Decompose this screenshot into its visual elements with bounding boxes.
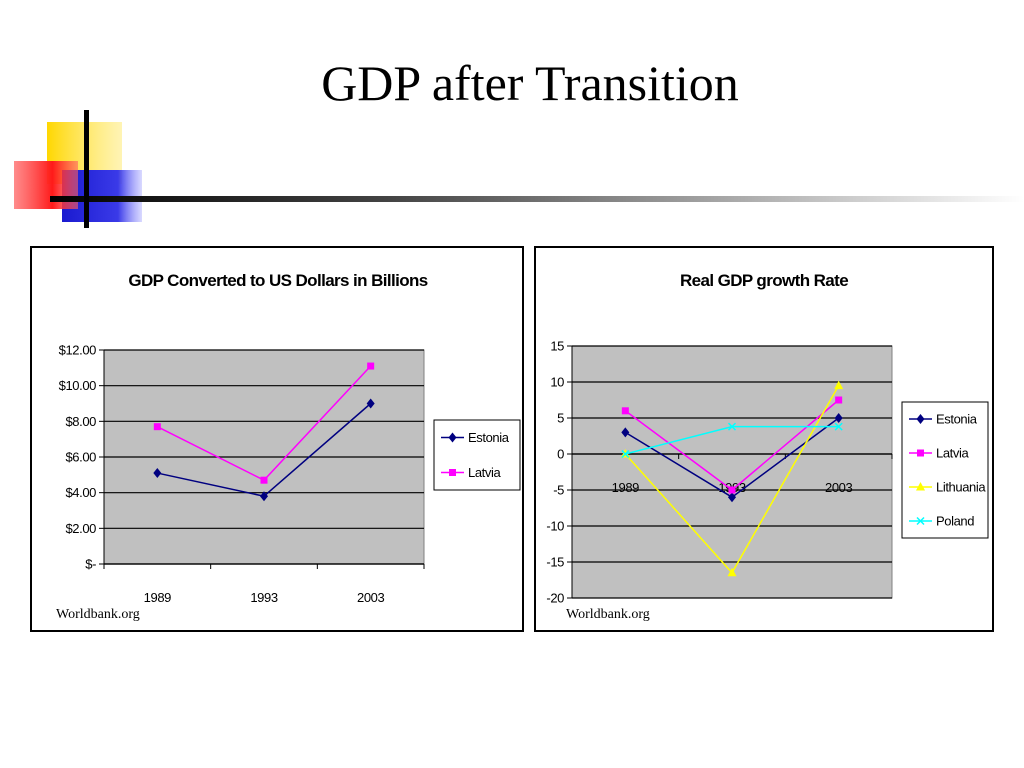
data-point <box>728 486 736 494</box>
y-tick-label: $2.00 <box>65 521 96 536</box>
y-tick-label: 10 <box>550 375 564 390</box>
y-tick-label: $8.00 <box>65 414 96 429</box>
slide-title: GDP after Transition <box>321 55 739 111</box>
x-tick-label: 1993 <box>250 590 277 605</box>
data-point <box>835 396 843 404</box>
gdp-usd-line-chart: GDP Converted to US Dollars in Billions $… <box>59 271 521 605</box>
data-point <box>153 468 162 479</box>
data-point <box>834 413 843 423</box>
data-point <box>621 407 629 415</box>
legend-label: Lithuania <box>936 480 986 495</box>
data-point <box>260 491 268 502</box>
series-markers-latvia <box>153 362 375 484</box>
y-tick-label: $- <box>85 557 96 572</box>
y-tick-label: -15 <box>546 555 564 570</box>
data-point <box>834 422 843 431</box>
legend-marker <box>917 449 924 457</box>
x-tick-label: 2003 <box>357 590 384 605</box>
legend-marker <box>448 432 457 443</box>
data-point <box>621 427 630 438</box>
y-tick-label: 0 <box>557 447 564 462</box>
data-point <box>727 422 737 431</box>
data-point <box>834 380 844 390</box>
legend-marker <box>916 482 925 491</box>
y-tick-label: 5 <box>557 411 564 426</box>
legend-label: Estonia <box>468 430 510 445</box>
x-tick-label: 1989 <box>144 590 171 605</box>
decorative-title-graphic <box>14 110 1024 228</box>
plot-area <box>571 345 893 599</box>
legend-marker <box>449 469 456 476</box>
y-tick-label: -10 <box>546 519 564 534</box>
chart-title: GDP Converted to US Dollars in Billions <box>128 271 427 290</box>
legend <box>433 419 521 491</box>
legend <box>901 401 989 539</box>
y-tick-label: $12.00 <box>59 343 97 358</box>
y-tick-label: -5 <box>553 483 564 498</box>
chart-source-left: Worldbank.org <box>56 607 140 622</box>
y-tick-label: -20 <box>546 591 564 606</box>
legend-marker <box>916 516 925 526</box>
vertical-rule-decoration <box>84 110 89 228</box>
data-point <box>366 398 375 409</box>
x-tick-label: 1989 <box>612 480 639 495</box>
data-point <box>153 423 161 431</box>
legend-label: Latvia <box>936 446 969 461</box>
data-point <box>260 476 268 484</box>
data-point <box>367 362 375 370</box>
data-point <box>621 449 630 459</box>
horizontal-rule-decoration <box>50 196 1024 202</box>
legend-label: Poland <box>936 514 974 529</box>
chart-title: Real GDP growth Rate <box>680 271 848 290</box>
y-tick-label: 15 <box>550 339 564 354</box>
gdp-usd-chart-panel: GDP Converted to US Dollars in Billions $… <box>30 246 524 632</box>
series-markers-poland <box>621 422 843 459</box>
chart-source-right: Worldbank.org <box>566 607 650 622</box>
legend-label: Latvia <box>468 465 501 480</box>
series-markers-estonia <box>153 398 375 502</box>
legend-marker <box>916 414 925 424</box>
data-point <box>727 567 737 577</box>
x-tick-label: 2003 <box>825 480 852 495</box>
series-markers-estonia <box>621 413 843 503</box>
y-tick-label: $10.00 <box>59 378 97 393</box>
y-tick-label: $4.00 <box>65 485 96 500</box>
legend-label: Estonia <box>936 412 978 427</box>
gdp-growth-line-chart: Real GDP growth Rate -20 -15 -10 -5 0 5 10 15 198… <box>546 271 989 606</box>
y-tick-label: $6.00 <box>65 450 96 465</box>
gdp-growth-chart-panel: Real GDP growth Rate -20 -15 -10 -5 0 5 10 15 198… <box>534 246 994 632</box>
data-point <box>728 492 736 503</box>
series-markers-latvia <box>621 396 843 494</box>
